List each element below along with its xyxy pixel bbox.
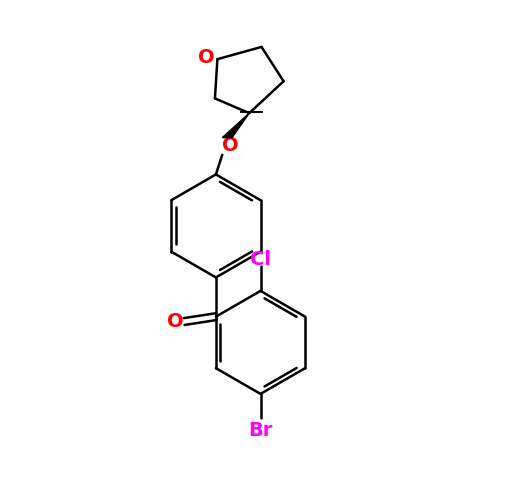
Text: O: O <box>167 312 184 331</box>
Text: O: O <box>222 135 239 155</box>
Text: Br: Br <box>248 421 272 440</box>
Polygon shape <box>222 113 249 138</box>
Text: Cl: Cl <box>250 249 271 268</box>
Text: O: O <box>198 48 215 67</box>
